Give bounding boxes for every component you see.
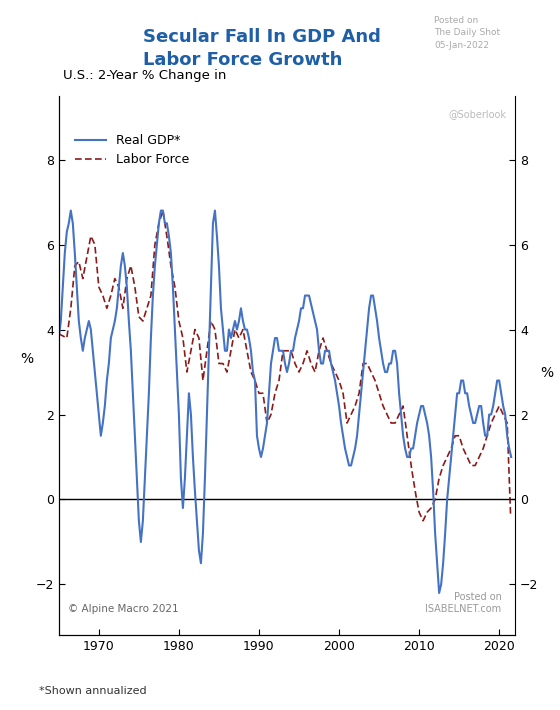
Text: Posted on
The Daily Shot
05-Jan-2022: Posted on The Daily Shot 05-Jan-2022: [434, 16, 500, 50]
Text: U.S.: 2-Year % Change in: U.S.: 2-Year % Change in: [63, 70, 227, 82]
Y-axis label: %: %: [21, 351, 34, 366]
Text: @Soberlook: @Soberlook: [448, 109, 506, 119]
Text: Chart 4: Chart 4: [21, 34, 102, 53]
Legend: Real GDP*, Labor Force: Real GDP*, Labor Force: [69, 129, 194, 171]
Text: © Alpine Macro 2021: © Alpine Macro 2021: [68, 604, 179, 614]
Y-axis label: %: %: [540, 366, 553, 380]
Text: Secular Fall In GDP And
Labor Force Growth: Secular Fall In GDP And Labor Force Grow…: [143, 28, 381, 69]
Text: Posted on
ISABELNET.com: Posted on ISABELNET.com: [426, 592, 502, 614]
Text: *Shown annualized: *Shown annualized: [39, 686, 147, 696]
